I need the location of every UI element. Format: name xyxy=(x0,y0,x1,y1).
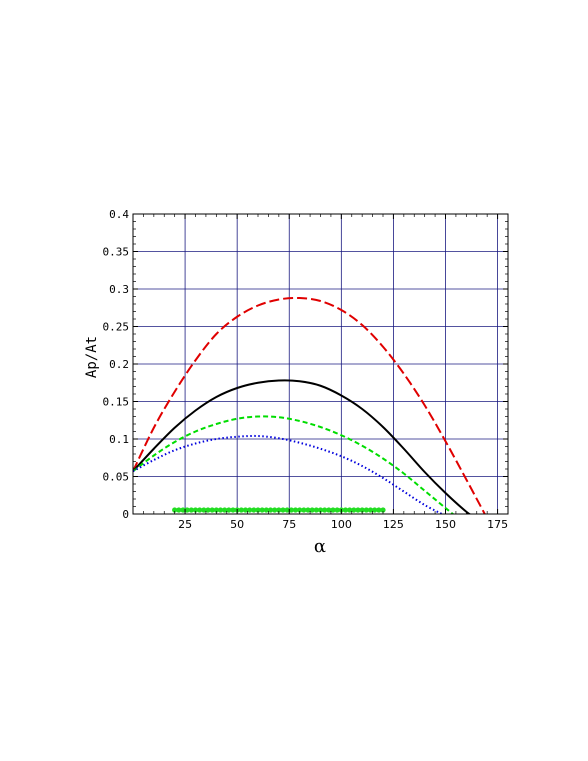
marker-point xyxy=(172,507,178,513)
y-tick-label: 0.15 xyxy=(103,396,130,409)
marker-point xyxy=(242,507,249,513)
marker-point xyxy=(272,507,278,513)
y-tick-label: 0 xyxy=(122,508,129,521)
marker-point xyxy=(209,507,215,513)
series-line-3 xyxy=(133,415,455,514)
marker-point xyxy=(330,507,336,513)
x-tick-label: 175 xyxy=(487,518,508,531)
marker-point xyxy=(313,507,319,513)
series-line-1 xyxy=(133,296,486,514)
series-line-2 xyxy=(133,379,472,514)
marker-point xyxy=(176,507,182,513)
marker-point xyxy=(230,507,236,513)
marker-point xyxy=(301,507,307,513)
grid xyxy=(133,214,508,514)
marker-point xyxy=(280,507,286,513)
marker-point xyxy=(305,507,311,513)
marker-point xyxy=(259,507,265,513)
marker-point xyxy=(255,507,261,513)
marker-point xyxy=(251,507,257,513)
marker-point xyxy=(347,507,353,513)
y-tick-label: 0.3 xyxy=(109,283,129,296)
marker-point xyxy=(213,507,219,513)
marker-point xyxy=(351,507,357,513)
x-tick-label: 25 xyxy=(178,518,192,531)
marker-point xyxy=(226,507,232,513)
marker-point xyxy=(292,507,299,513)
x-axis-title: α xyxy=(314,536,326,557)
marker-point xyxy=(367,507,374,513)
y-tick-label: 0.25 xyxy=(103,321,130,334)
marker-point xyxy=(322,507,328,513)
marker-point xyxy=(363,507,369,513)
marker-point xyxy=(288,507,294,513)
marker-point xyxy=(342,507,349,513)
series-group xyxy=(133,296,486,514)
marker-point xyxy=(201,507,207,513)
marker-point xyxy=(238,507,244,513)
marker-point xyxy=(309,507,315,513)
marker-point xyxy=(297,507,303,513)
marker-point xyxy=(205,507,211,513)
marker-point xyxy=(180,507,186,513)
marker-group xyxy=(172,507,386,513)
marker-point xyxy=(276,507,282,513)
marker-point xyxy=(359,507,365,513)
marker-point xyxy=(326,507,332,513)
marker-point xyxy=(247,507,253,513)
marker-point xyxy=(263,507,269,513)
ticks: 0 0.05 0.1 0.15 0.2 0.25 0.3 0.35 0.4 25 50 75 100 12… xyxy=(103,208,509,531)
marker-point xyxy=(372,507,378,513)
marker-point xyxy=(217,507,224,513)
y-tick-label: 0.2 xyxy=(109,358,129,371)
x-tick-label: 75 xyxy=(282,518,296,531)
x-tick-label: 125 xyxy=(383,518,404,531)
marker-point xyxy=(317,507,324,513)
marker-point xyxy=(284,507,290,513)
marker-point xyxy=(380,507,386,513)
y-axis-title: Ap/At xyxy=(84,336,100,378)
marker-point xyxy=(334,507,340,513)
x-tick-label: 150 xyxy=(435,518,456,531)
marker-point xyxy=(184,507,190,513)
marker-point xyxy=(222,507,228,513)
marker-point xyxy=(188,507,194,513)
marker-point xyxy=(355,507,361,513)
series-line-4 xyxy=(133,434,444,514)
y-tick-label: 0.35 xyxy=(103,246,130,259)
marker-point xyxy=(267,507,274,513)
x-tick-label: 100 xyxy=(331,518,352,531)
y-tick-label: 0.1 xyxy=(109,433,129,446)
x-tick-label: 50 xyxy=(230,518,244,531)
marker-point xyxy=(197,507,203,513)
y-tick-label: 0.4 xyxy=(109,208,129,221)
marker-point xyxy=(192,507,199,513)
y-tick-label: 0.05 xyxy=(103,471,130,484)
marker-point xyxy=(376,507,382,513)
